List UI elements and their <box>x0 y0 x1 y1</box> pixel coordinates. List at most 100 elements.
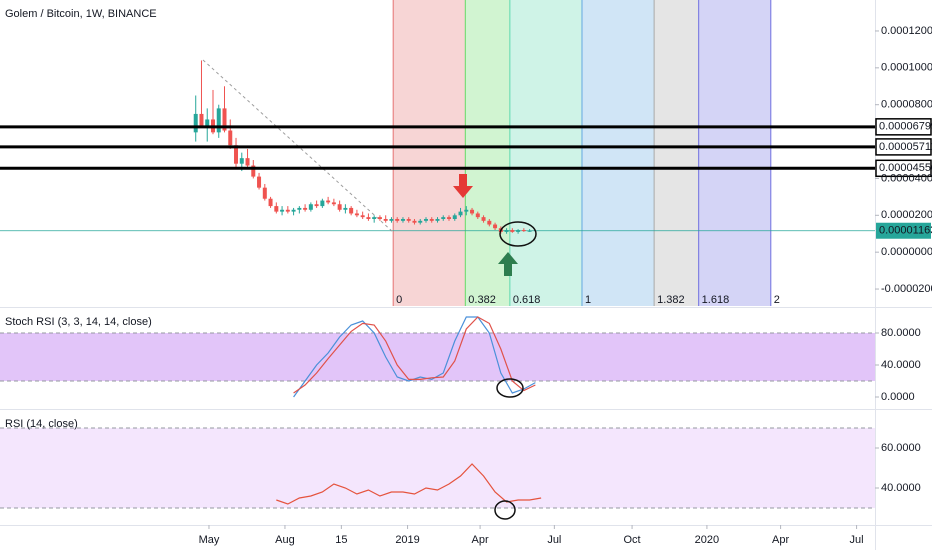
candle-body <box>464 209 469 212</box>
candle-body <box>297 207 302 210</box>
candle-body <box>343 207 348 210</box>
y-tick-label: 40.0000 <box>881 359 921 371</box>
x-tick-label: Apr <box>772 534 789 546</box>
x-tick-label: 15 <box>335 534 347 546</box>
fib-zone <box>581 0 655 306</box>
circle-mark <box>496 378 524 398</box>
candle-body <box>257 176 262 188</box>
candle-body <box>377 217 382 219</box>
candle-body <box>447 217 452 219</box>
last-price-box <box>876 222 931 239</box>
candle-body <box>337 204 342 210</box>
x-tick-label: Jul <box>850 534 864 546</box>
candle-body <box>481 217 486 221</box>
candle-body <box>504 230 509 232</box>
indicator-line <box>276 463 542 505</box>
level-label-box <box>875 159 932 178</box>
candle-body <box>251 165 256 177</box>
x-tick-label: Apr <box>472 534 489 546</box>
candle-body <box>412 220 417 223</box>
candle-body <box>487 220 492 225</box>
candle-body <box>360 215 365 218</box>
candle-body <box>303 207 308 210</box>
x-tick-label: 2019 <box>395 534 419 546</box>
candle-body <box>228 130 233 146</box>
candle-body <box>429 218 434 221</box>
fib-label: 1.382 <box>657 294 685 306</box>
fib-label: 0 <box>396 294 402 306</box>
fib-label: 2 <box>774 294 780 306</box>
candle-body <box>239 158 244 164</box>
candle-body <box>400 218 405 221</box>
candle-body <box>331 202 336 205</box>
candle-body <box>193 113 198 133</box>
circle-mark <box>494 500 516 520</box>
indicator-band <box>0 333 875 381</box>
candle-body <box>441 217 446 219</box>
pane-title: RSI (14, close) <box>5 418 78 430</box>
y-tick-label: 0.0000 <box>881 391 915 403</box>
candle-body <box>291 209 296 212</box>
candle-body <box>308 204 313 210</box>
level-label: 0.00005711 <box>879 141 932 153</box>
fib-zone <box>465 0 510 306</box>
fib-label: 1.618 <box>702 294 730 306</box>
candle-body <box>435 218 440 221</box>
fib-label: 1 <box>585 294 591 306</box>
x-tick-label: Oct <box>624 534 641 546</box>
candle-body <box>274 206 279 212</box>
candle-body <box>395 218 400 221</box>
x-tick-label: Aug <box>275 534 295 546</box>
up-arrow <box>498 252 518 276</box>
y-tick-label: 40.0000 <box>881 482 921 494</box>
indicator-band <box>0 428 875 508</box>
candle-body <box>406 218 411 221</box>
candle-body <box>366 217 371 219</box>
circle-mark <box>499 221 537 247</box>
level-label-box <box>875 138 932 156</box>
candle-body <box>222 108 227 131</box>
candle-body <box>521 230 526 232</box>
x-tick-label: 2020 <box>695 534 719 546</box>
fib-zone <box>698 0 771 306</box>
candle-body <box>326 200 331 203</box>
candle-body <box>372 217 377 219</box>
candle-body <box>205 119 210 127</box>
candle-body <box>199 113 204 127</box>
candle-body <box>314 204 319 207</box>
fib-zone <box>393 0 466 306</box>
back-layer: 0 0.382 0.618 1 1.382 1.618 2 <box>0 0 875 509</box>
fib-zone <box>654 0 699 306</box>
annotations <box>453 174 537 520</box>
last-price-label: 0.00001163 <box>879 225 932 237</box>
y-tick-label: 60.0000 <box>881 442 921 454</box>
front-layer <box>0 60 875 505</box>
level-label-box <box>875 118 932 136</box>
candle-body <box>493 224 498 229</box>
fib-label: 0.382 <box>468 294 496 306</box>
candle-body <box>234 145 239 164</box>
candle-body <box>470 209 475 214</box>
candle-body <box>349 207 354 214</box>
candle-body <box>280 209 285 212</box>
x-tick-label: Jul <box>547 534 561 546</box>
candle-body <box>320 200 325 207</box>
candle-body <box>389 218 394 221</box>
candle-body <box>268 198 273 207</box>
pane-title: Stoch RSI (3, 3, 14, 14, close) <box>5 316 152 328</box>
candle-body <box>354 213 359 216</box>
fib-zone <box>509 0 582 306</box>
level-label: 0.00006799 <box>879 121 932 133</box>
candle-body <box>516 230 521 232</box>
candle-body <box>383 218 388 221</box>
candle-body <box>452 215 457 219</box>
fib-label: 0.618 <box>513 294 541 306</box>
candle-body <box>216 108 221 133</box>
candle-body <box>475 213 480 218</box>
level-label: 0.00004550 <box>879 162 932 174</box>
